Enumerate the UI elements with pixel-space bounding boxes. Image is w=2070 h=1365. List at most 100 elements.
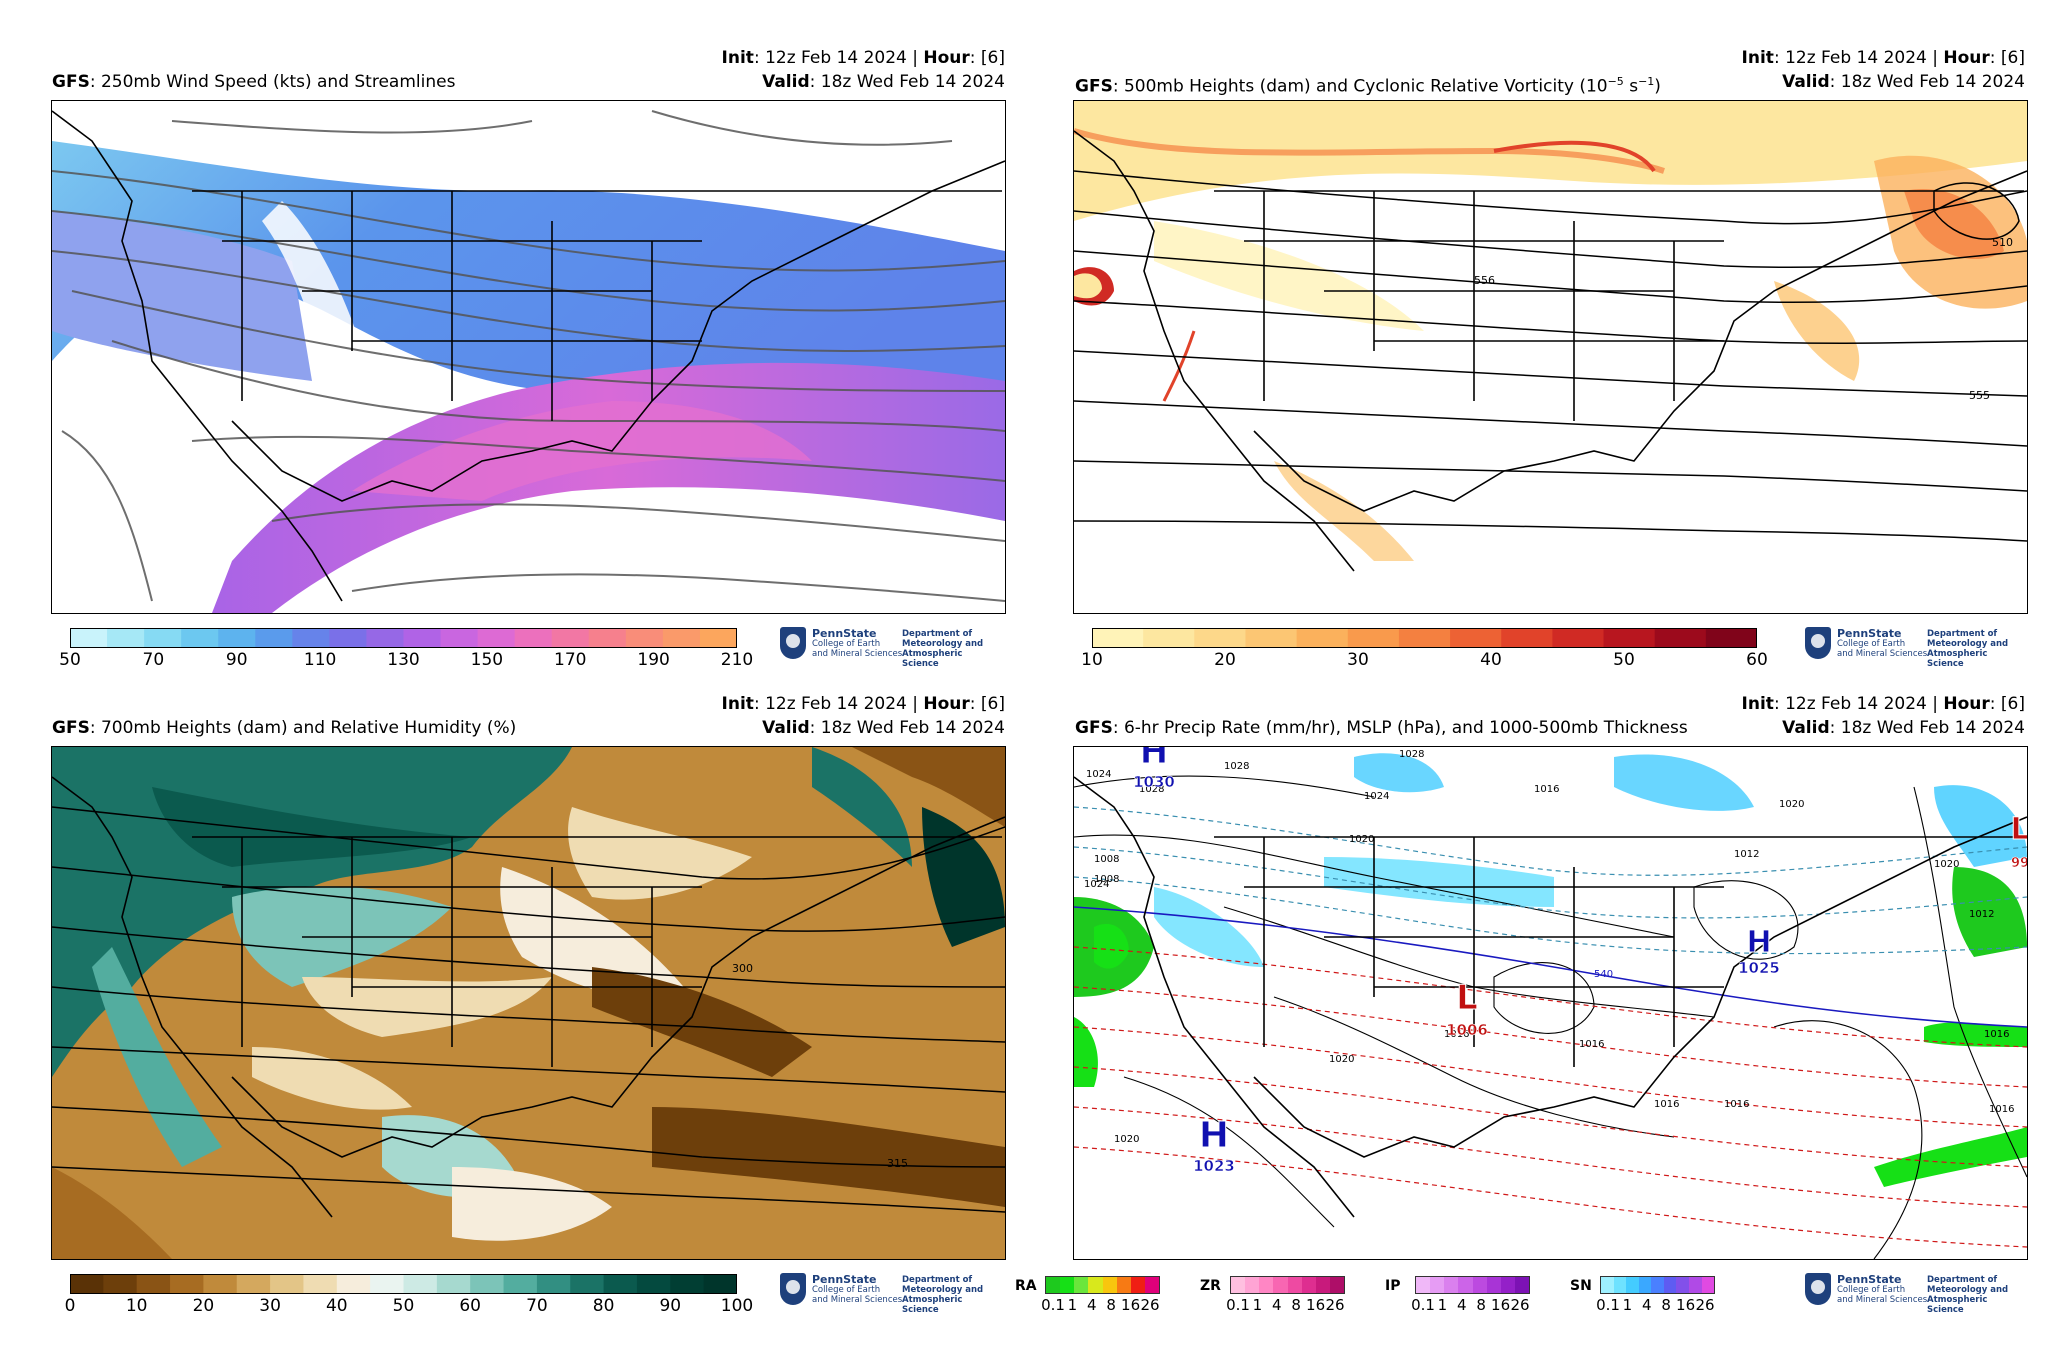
legend-tick: 1 (1067, 1296, 1078, 1314)
legend-tick: 16 (1121, 1296, 1141, 1314)
colorbar-swatch (570, 1274, 605, 1294)
legend-swatch (1486, 1277, 1501, 1293)
colorbar-swatch (1603, 628, 1656, 648)
colorbar-swatch (181, 628, 219, 648)
legend-swatch (1315, 1277, 1330, 1293)
legend-tick: 8 (1661, 1296, 1671, 1314)
contour-label: 1016 (1654, 1099, 1679, 1110)
colorbar-swatch (236, 1274, 271, 1294)
contour-label: 555 (1969, 389, 1990, 402)
legend-swatch (1259, 1277, 1274, 1293)
legend-swatch (1301, 1277, 1316, 1293)
map-700mb: 300 315 (51, 746, 1006, 1260)
legend-ice-pellets: IP 0.1 1 4 8 16 26 (1385, 1276, 1530, 1314)
legend-snow: SN 0.1 1 4 8 16 26 (1570, 1276, 1715, 1314)
legend-swatch (1144, 1277, 1159, 1293)
legend-tick: 8 (1476, 1296, 1486, 1314)
colorbar-swatch (1705, 628, 1758, 648)
colorbar-swatch (1552, 628, 1605, 648)
panel-250mb-wind: Init: 12z Feb 14 2024 | Hour: [6] GFS: 2… (0, 0, 1035, 680)
colorbar-swatch (699, 628, 738, 648)
colorbar-swatch (366, 628, 404, 648)
colorbar-swatch (477, 628, 516, 648)
legend-swatch (1287, 1277, 1302, 1293)
pressure-center-symbol: H (1140, 747, 1168, 772)
colorbar-swatch (1092, 628, 1144, 648)
map-250mb (51, 100, 1006, 614)
contour-label: 1008 (1094, 854, 1119, 865)
legend-swatch (1663, 1277, 1677, 1293)
colorbar-swatch (1398, 628, 1451, 648)
pennstate-logo: PennState College of Earth and Mineral Sc… (780, 627, 995, 669)
colorbar-swatch (670, 1274, 705, 1294)
contour-label: 1016 (1984, 1029, 2009, 1040)
legend-tick: 26 (1140, 1296, 1160, 1314)
contour-label: 1020 (1934, 859, 1959, 870)
legend-tick: 26 (1325, 1296, 1345, 1314)
legend-swatch (1074, 1277, 1089, 1293)
colorbar-swatch (662, 628, 701, 648)
legend-rain: RA 0.1 1 4 8 16 26 (1015, 1276, 1160, 1314)
contour-label: 1020 (1779, 799, 1804, 810)
colorbar-border (70, 1274, 737, 1294)
contour-label: 300 (732, 962, 753, 975)
legend-tick: 4 (1272, 1296, 1282, 1314)
colorbar-swatch (625, 628, 664, 648)
legend-swatch (1472, 1277, 1487, 1293)
colorbar-swatch (1245, 628, 1298, 648)
colorbar-swatch (503, 1274, 538, 1294)
colorbar-swatch (370, 1274, 404, 1294)
colorbar-tick: 60 (459, 1296, 482, 1316)
colorbar-swatches (1092, 628, 1758, 648)
map-precip: 1028 1028 1024 1028 1020 1024 1008 1008 … (1073, 746, 2028, 1260)
colorbar-border (1092, 628, 1757, 648)
legend-swatch (1273, 1277, 1288, 1293)
pennstate-logo: PennState College of Earth and Mineral Sc… (780, 1273, 995, 1315)
contour-label: 1016 (1989, 1104, 2014, 1115)
colorbar-swatch (514, 628, 553, 648)
legend-tick: 16 (1306, 1296, 1326, 1314)
legend-swatch (1676, 1277, 1689, 1293)
contour-label: 1028 (1399, 749, 1424, 760)
colorbar-tick: 30 (1347, 650, 1369, 670)
panel-precip-mslp: Init: 12z Feb 14 2024 | Hour: [6] GFS: 6… (1015, 680, 2070, 1365)
panel-title: GFS: 700mb Heights (dam) and Relative Hu… (52, 718, 517, 738)
init-line: Init: 12z Feb 14 2024 | Hour: [6] (1741, 694, 2025, 714)
colorbar-swatch (403, 628, 442, 648)
colorbar-tick: 210 (720, 650, 754, 670)
colorbar-tick: 40 (1480, 650, 1502, 670)
colorbar-swatch (170, 1274, 204, 1294)
legend-swatch (1102, 1277, 1117, 1293)
map-500mb: 556 555 510 (1073, 100, 2028, 614)
pressure-center-symbol: L (1456, 978, 1478, 1018)
legend-tick: 26 (1510, 1296, 1530, 1314)
legend-swatch (1626, 1277, 1639, 1293)
pennstate-shield-icon (1805, 1273, 1831, 1305)
legend-tick: 4 (1457, 1296, 1467, 1314)
pressure-center-value: 1006 (1446, 1021, 1488, 1039)
panel-title: GFS: 500mb Heights (dam) and Cyclonic Re… (1075, 75, 1661, 97)
legend-tick: 8 (1291, 1296, 1301, 1314)
contour-label: 1012 (1969, 909, 1994, 920)
legend-tick: 26 (1695, 1296, 1715, 1314)
pressure-center-symbol: H (1746, 925, 1771, 960)
panel-title: GFS: 6-hr Precip Rate (mm/hr), MSLP (hPa… (1075, 718, 1688, 738)
legend-tick: 16 (1491, 1296, 1511, 1314)
colorbar-tick: 30 (259, 1296, 281, 1316)
colorbar-swatch (144, 628, 182, 648)
pressure-center-value: 1023 (1193, 1157, 1235, 1175)
colorbar-swatch (436, 1274, 471, 1294)
legend-tick: 1 (1252, 1296, 1263, 1314)
legend-swatch (1688, 1277, 1702, 1293)
legend-swatch (1458, 1277, 1473, 1293)
colorbar-swatch (303, 1274, 338, 1294)
contour-label: 1028 (1139, 784, 1164, 795)
pressure-center-value: 99 (2011, 856, 2027, 871)
legend-tick: 0.1 (1411, 1296, 1435, 1314)
panel-500mb-vorticity: Init: 12z Feb 14 2024 | Hour: [6] GFS: 5… (1025, 0, 2070, 680)
colorbar-swatch (218, 628, 256, 648)
legend-swatch (1430, 1277, 1445, 1293)
legend-swatch (1231, 1277, 1246, 1293)
legend-tick: 8 (1106, 1296, 1116, 1314)
colorbar-swatch (1143, 628, 1195, 648)
